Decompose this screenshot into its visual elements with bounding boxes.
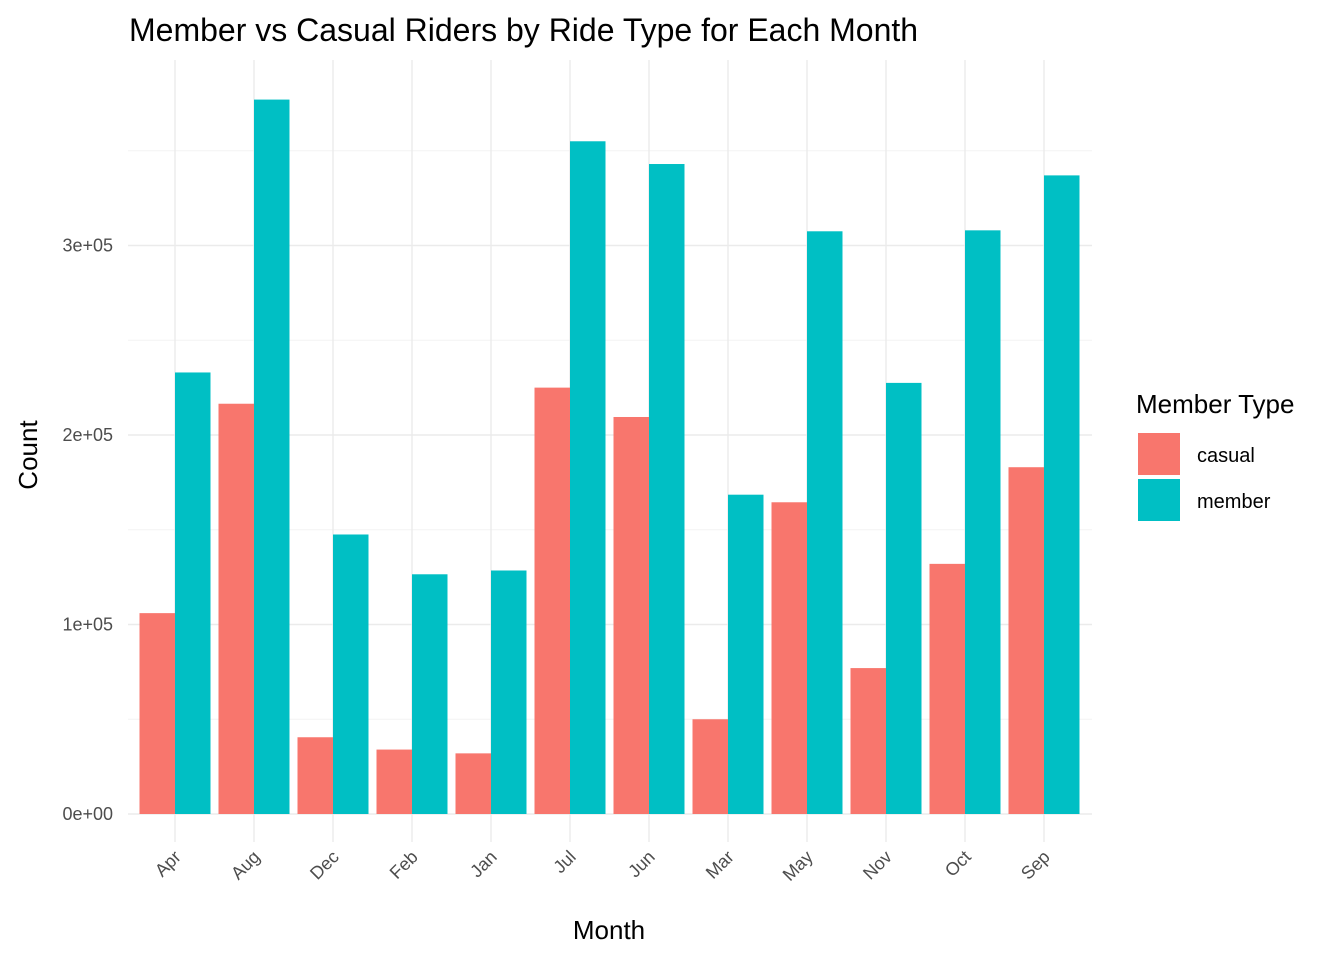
bar-casual-dec	[297, 737, 333, 814]
bar-member-feb	[412, 574, 448, 814]
x-tick-label: Feb	[386, 847, 422, 883]
bar-casual-may	[771, 502, 807, 814]
bar-casual-aug	[218, 403, 254, 814]
x-tick-label: Nov	[859, 847, 896, 884]
y-tick-label: 3e+05	[62, 236, 113, 256]
bar-casual-mar	[692, 719, 728, 814]
bar-casual-feb	[376, 749, 412, 814]
legend-key-member	[1138, 479, 1180, 521]
bar-member-nov	[886, 382, 922, 814]
bar-casual-oct	[929, 563, 965, 814]
x-tick-label: May	[779, 847, 817, 885]
y-tick-label: 0e+00	[62, 804, 113, 824]
x-tick-label: Jul	[549, 847, 579, 877]
bar-casual-jul	[534, 387, 570, 814]
x-axis-ticks: Apr Aug Dec Feb Jan Jul Jun Mar May Nov Oct Sep	[151, 847, 1054, 885]
bar-member-mar	[728, 494, 764, 814]
legend: Member Type casual member	[1136, 389, 1294, 521]
bar-member-aug	[254, 99, 290, 814]
x-tick-label: Dec	[306, 847, 343, 884]
y-tick-label: 1e+05	[62, 615, 113, 635]
bar-member-may	[807, 231, 843, 815]
x-tick-label: Sep	[1017, 847, 1054, 884]
x-tick-label: Jan	[466, 847, 501, 882]
y-tick-label: 2e+05	[62, 425, 113, 445]
bar-member-jun	[649, 164, 685, 814]
bar-member-jul	[570, 141, 606, 814]
bar-member-oct	[965, 230, 1001, 815]
bar-member-sep	[1044, 175, 1080, 814]
legend-title: Member Type	[1136, 389, 1294, 419]
legend-label-member: member	[1197, 491, 1271, 513]
bar-casual-jun	[613, 416, 649, 814]
bar-member-jan	[491, 570, 527, 814]
bar-casual-sep	[1008, 467, 1044, 814]
legend-key-casual	[1138, 433, 1180, 475]
x-tick-label: Apr	[151, 847, 185, 881]
chart-title: Member vs Casual Riders by Ride Type for…	[129, 12, 918, 48]
x-tick-label: Jun	[624, 847, 659, 882]
y-axis-title: Count	[13, 420, 43, 490]
y-axis-ticks: 0e+00 1e+05 2e+05 3e+05	[62, 236, 113, 825]
bar-casual-jan	[455, 753, 491, 814]
bar-member-dec	[333, 534, 369, 814]
x-axis-title: Month	[573, 915, 645, 945]
x-tick-label: Oct	[941, 847, 975, 881]
legend-label-casual: casual	[1197, 445, 1255, 467]
x-tick-label: Aug	[227, 847, 264, 884]
x-tick-label: Mar	[702, 847, 738, 883]
bar-casual-apr	[139, 613, 175, 814]
bar-member-apr	[175, 372, 211, 814]
bars	[139, 99, 1080, 815]
bar-casual-nov	[850, 668, 886, 814]
